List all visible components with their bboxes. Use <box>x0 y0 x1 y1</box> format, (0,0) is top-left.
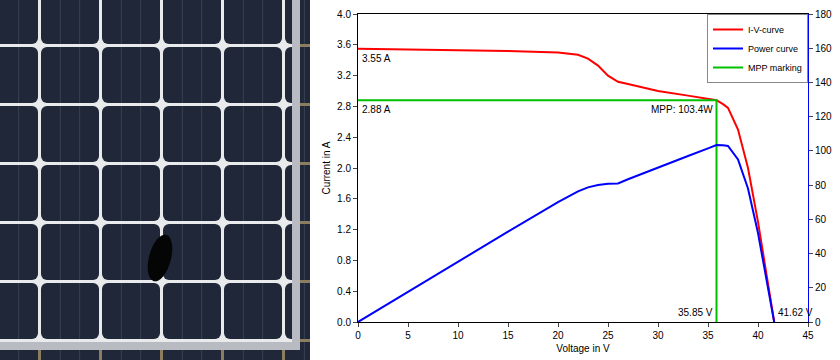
svg-text:15: 15 <box>502 330 514 341</box>
svg-text:2.88 A: 2.88 A <box>362 104 391 115</box>
svg-text:80: 80 <box>815 180 827 191</box>
svg-text:180: 180 <box>815 9 832 20</box>
svg-text:10: 10 <box>452 330 464 341</box>
svg-text:2.8: 2.8 <box>337 101 351 112</box>
svg-text:40: 40 <box>752 330 764 341</box>
svg-text:100: 100 <box>815 145 832 156</box>
svg-text:5: 5 <box>405 330 411 341</box>
svg-text:45: 45 <box>802 330 814 341</box>
svg-text:MPP marking: MPP marking <box>748 63 802 73</box>
svg-text:1.2: 1.2 <box>337 224 351 235</box>
svg-text:25: 25 <box>602 330 614 341</box>
svg-text:120: 120 <box>815 111 832 122</box>
svg-text:Power curve: Power curve <box>748 44 798 54</box>
svg-text:20: 20 <box>815 282 827 293</box>
svg-text:0: 0 <box>815 317 821 328</box>
svg-text:0: 0 <box>355 330 361 341</box>
svg-text:41.62 V: 41.62 V <box>778 307 813 318</box>
svg-text:60: 60 <box>815 214 827 225</box>
svg-text:MPP: 103.4W: MPP: 103.4W <box>651 104 713 115</box>
svg-text:3.6: 3.6 <box>337 39 351 50</box>
svg-text:4.0: 4.0 <box>337 9 351 20</box>
svg-text:35: 35 <box>702 330 714 341</box>
svg-text:20: 20 <box>552 330 564 341</box>
svg-text:Current in A: Current in A <box>321 141 332 194</box>
svg-text:I-V-curve: I-V-curve <box>748 25 784 35</box>
svg-text:0.4: 0.4 <box>337 286 351 297</box>
svg-text:0.8: 0.8 <box>337 255 351 266</box>
svg-text:1.6: 1.6 <box>337 193 351 204</box>
svg-text:3.55 A: 3.55 A <box>362 53 391 64</box>
svg-text:35.85 V: 35.85 V <box>678 307 713 318</box>
svg-text:140: 140 <box>815 77 832 88</box>
svg-text:2.4: 2.4 <box>337 132 351 143</box>
svg-text:30: 30 <box>652 330 664 341</box>
svg-text:2.0: 2.0 <box>337 163 351 174</box>
svg-text:160: 160 <box>815 43 832 54</box>
svg-text:3.2: 3.2 <box>337 70 351 81</box>
svg-text:Voltage in V: Voltage in V <box>556 343 610 354</box>
svg-text:0.0: 0.0 <box>337 317 351 328</box>
svg-text:40: 40 <box>815 248 827 259</box>
